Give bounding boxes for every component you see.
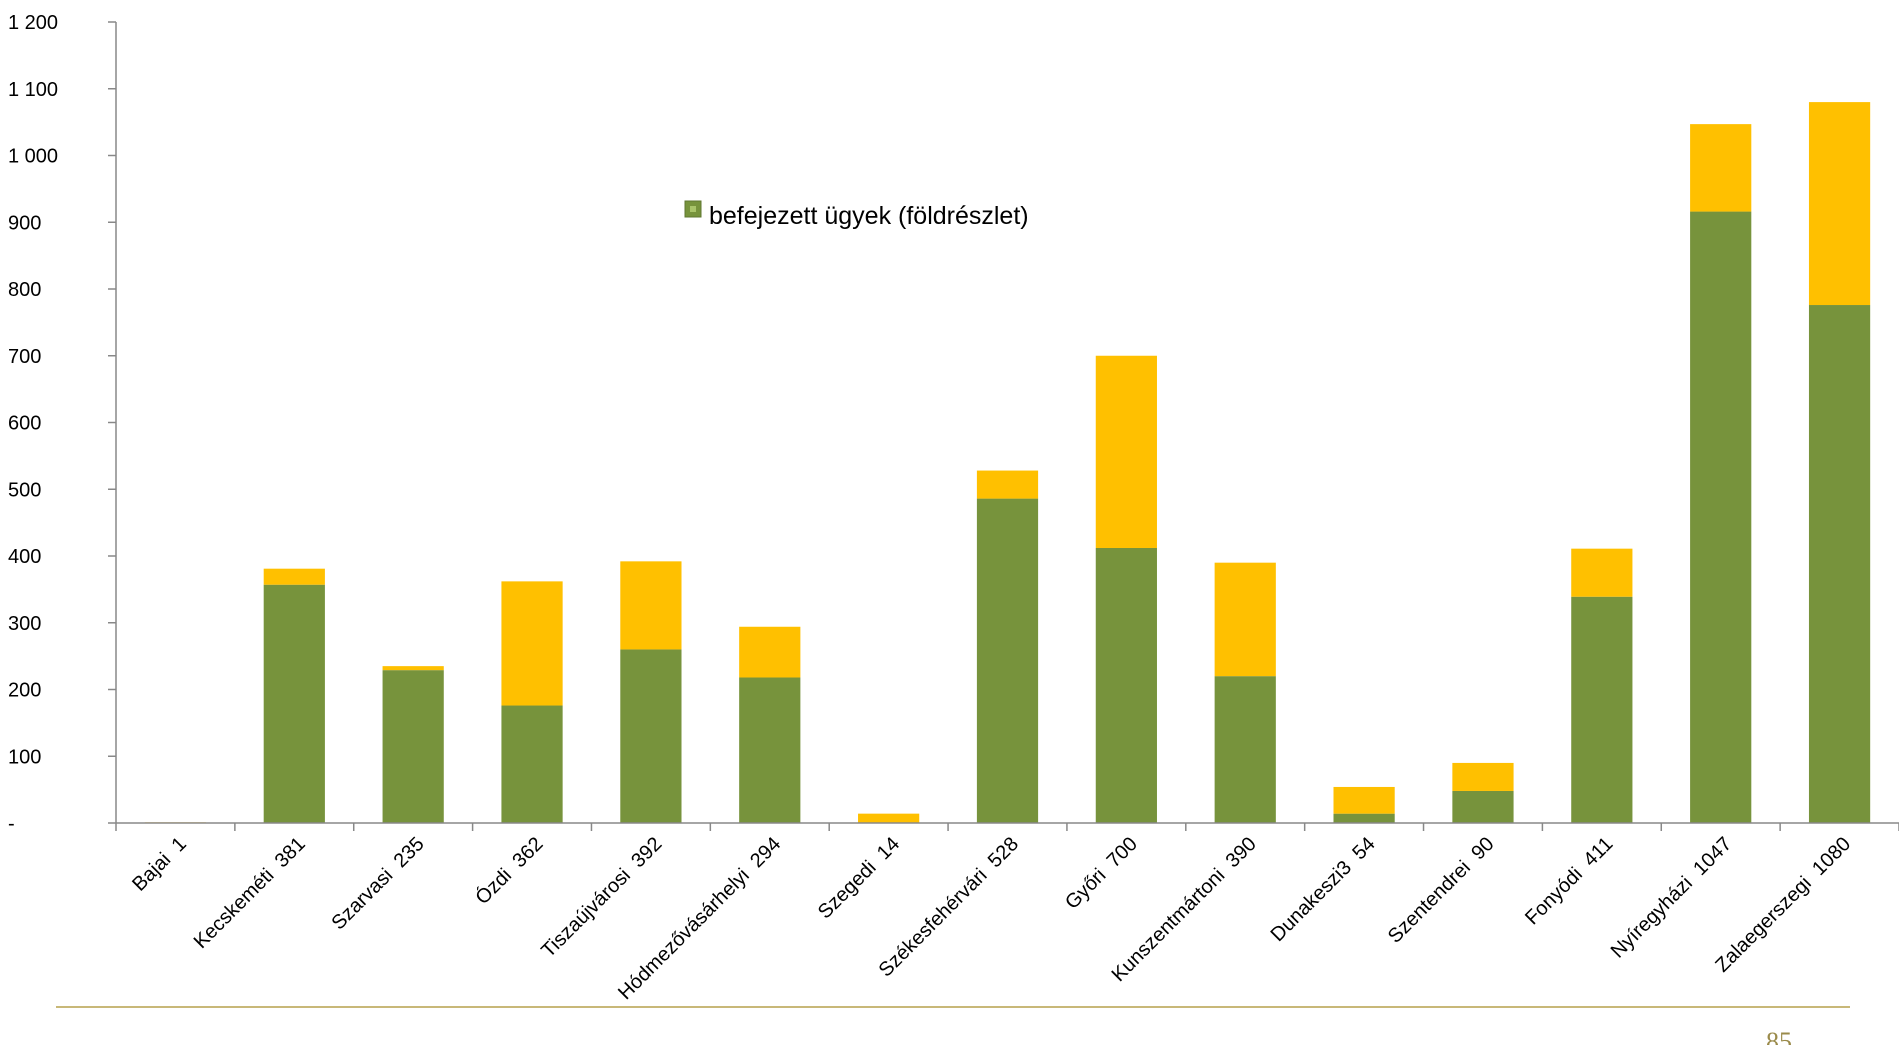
bar-segment-remaining bbox=[382, 666, 444, 671]
x-category-label: Tiszaújvárosi 392 bbox=[537, 833, 666, 962]
bar-segment-befejezett bbox=[620, 649, 682, 823]
bar-segment-befejezett bbox=[263, 584, 325, 823]
bar-segment-remaining bbox=[1333, 786, 1395, 814]
y-tick-label: 200 bbox=[8, 680, 41, 702]
legend: befejezett ügyek (földrészlet) bbox=[684, 200, 1029, 230]
bar-segment-befejezett bbox=[1095, 547, 1157, 823]
bar-segment-befejezett bbox=[1452, 790, 1514, 823]
bar-segment-remaining bbox=[1571, 548, 1633, 597]
x-category-label: Győri 700 bbox=[1061, 833, 1142, 914]
y-tick-label: 900 bbox=[8, 212, 41, 234]
x-category-label: Fonyódi 411 bbox=[1521, 833, 1617, 929]
bar-segment-befejezett bbox=[501, 705, 563, 823]
bar-segment-remaining bbox=[1808, 102, 1871, 306]
legend-swatch-highlight bbox=[690, 206, 696, 212]
x-category-label: Zalaegerszegi 1080 bbox=[1711, 833, 1855, 977]
bar-segment-remaining bbox=[976, 470, 1039, 499]
bar-segment-befejezett bbox=[1571, 596, 1633, 823]
x-category-label: Nyíregyházi 1047 bbox=[1607, 833, 1737, 963]
y-tick-label: - bbox=[8, 813, 15, 835]
y-tick-label: 1 000 bbox=[8, 146, 58, 168]
x-category-label: Kecskeméti 381 bbox=[190, 833, 310, 953]
y-tick-label: 800 bbox=[8, 279, 41, 301]
bar-segment-befejezett bbox=[976, 498, 1039, 823]
page-number: 85 bbox=[1766, 1027, 1792, 1045]
y-tick-label: 700 bbox=[8, 346, 41, 368]
x-category-label: Bajai 1 bbox=[128, 833, 191, 896]
bar-segment-befejezett bbox=[739, 677, 801, 823]
x-category-label: Szarvasi 235 bbox=[327, 833, 428, 934]
x-category-label: Szegedi 14 bbox=[814, 833, 904, 923]
bar-segment-befejezett bbox=[1690, 211, 1752, 823]
bar-segment-remaining bbox=[263, 568, 325, 585]
bar-segment-remaining bbox=[858, 813, 920, 823]
y-tick-label: 1 200 bbox=[8, 12, 58, 34]
bar-segment-befejezett bbox=[1808, 305, 1871, 823]
bar-segment-remaining bbox=[1214, 562, 1276, 677]
bar-segment-remaining bbox=[1452, 762, 1514, 791]
bar-segment-remaining bbox=[501, 581, 563, 706]
x-category-label: Szentendrei 90 bbox=[1384, 833, 1499, 948]
bar-segment-remaining bbox=[1095, 355, 1157, 548]
bar-segment-befejezett bbox=[1333, 813, 1395, 823]
y-axis: - 100 200 300 400 500 600 700 800 900 1 000 1 100 1 … bbox=[8, 12, 117, 835]
x-category-label: Ózdi 362 bbox=[471, 832, 548, 909]
y-tick-label: 1 100 bbox=[8, 79, 58, 101]
y-tick-label: 300 bbox=[8, 613, 41, 635]
bar-segment-befejezett bbox=[1214, 676, 1276, 823]
x-category-label: Dunakeszi3 54 bbox=[1267, 833, 1380, 946]
y-tick-label: 500 bbox=[8, 479, 41, 501]
bar-segment-remaining bbox=[739, 626, 801, 678]
legend-label: befejezett ügyek (földrészlet) bbox=[709, 202, 1029, 230]
bars bbox=[144, 102, 1871, 823]
y-tick-label: 100 bbox=[8, 746, 41, 768]
y-tick-label: 400 bbox=[8, 546, 41, 568]
bar-segment-remaining bbox=[1690, 124, 1752, 212]
bar-segment-befejezett bbox=[382, 670, 444, 823]
bar-segment-remaining bbox=[620, 561, 682, 650]
y-tick-label: 600 bbox=[8, 413, 41, 435]
